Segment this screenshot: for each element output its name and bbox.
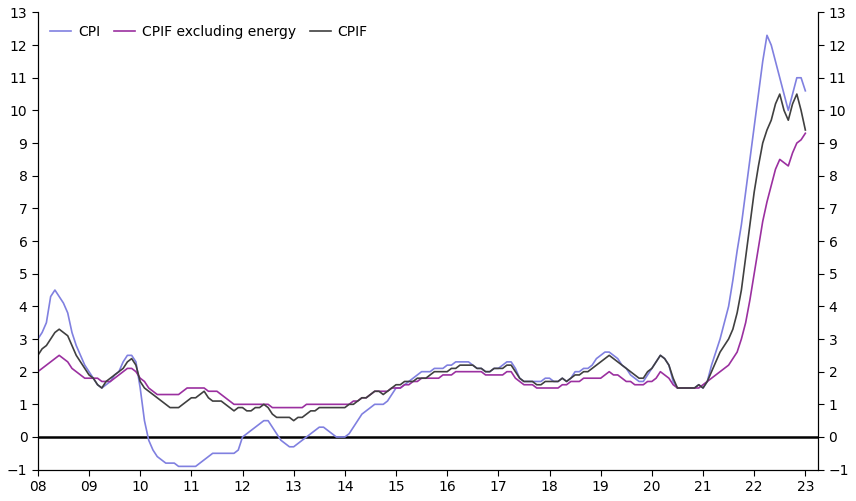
- CPIF: [404, 378, 414, 384]
- CPI: [174, 463, 184, 469]
- Line: CPIF: CPIF: [38, 94, 805, 421]
- CPIF excluding energy: [267, 405, 277, 411]
- CPIF excluding energy: [97, 378, 107, 384]
- CPIF: [672, 385, 682, 391]
- CPI: [33, 336, 43, 342]
- CPIF excluding energy: [800, 130, 811, 136]
- CPIF: [148, 391, 158, 397]
- CPIF excluding energy: [33, 369, 43, 375]
- CPIF: [33, 352, 43, 358]
- CPIF: [97, 385, 107, 391]
- CPIF: [408, 378, 419, 384]
- CPI: [762, 32, 772, 38]
- CPI: [404, 378, 414, 384]
- CPIF excluding energy: [408, 378, 419, 384]
- CPIF: [800, 127, 811, 133]
- CPIF: [288, 418, 299, 424]
- CPI: [97, 385, 107, 391]
- CPIF excluding energy: [672, 385, 682, 391]
- CPIF excluding energy: [404, 382, 414, 388]
- CPIF excluding energy: [246, 401, 256, 407]
- CPI: [408, 375, 419, 381]
- CPI: [250, 424, 260, 430]
- CPIF excluding energy: [148, 388, 158, 394]
- CPIF: [246, 408, 256, 414]
- CPI: [148, 447, 158, 453]
- CPI: [800, 88, 811, 94]
- CPIF: [775, 91, 785, 97]
- Legend: CPI, CPIF excluding energy, CPIF: CPI, CPIF excluding energy, CPIF: [45, 20, 373, 45]
- Line: CPI: CPI: [38, 35, 805, 466]
- CPI: [672, 385, 682, 391]
- Line: CPIF excluding energy: CPIF excluding energy: [38, 133, 805, 408]
